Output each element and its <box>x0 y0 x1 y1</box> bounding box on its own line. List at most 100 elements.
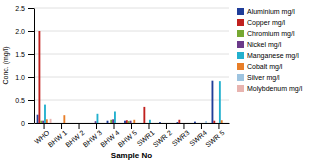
legend-label: Manganese mg/l <box>247 52 299 60</box>
bar <box>182 123 184 124</box>
bar <box>44 105 46 123</box>
legend-swatch <box>237 74 244 81</box>
bar <box>153 123 155 124</box>
bar <box>170 123 172 124</box>
bar <box>38 31 40 123</box>
bar <box>130 121 132 123</box>
legend-item: Chromium mg/l <box>237 30 295 38</box>
bar <box>219 81 221 123</box>
bar <box>212 81 214 123</box>
bar <box>198 123 200 124</box>
bar <box>166 123 168 124</box>
bar <box>48 123 50 124</box>
bar-series <box>40 120 129 123</box>
bar <box>143 107 145 123</box>
x-tick-mark <box>201 123 202 129</box>
bar <box>168 123 170 124</box>
bar <box>54 123 56 124</box>
bar <box>118 123 120 124</box>
legend-item: Molybdenum mg/l <box>237 85 303 93</box>
legend-label: Aluminium mg/l <box>247 8 295 16</box>
legend-item: Cobalt mg/l <box>237 63 283 71</box>
x-tick: SWR 2 <box>152 123 174 148</box>
y-tick-mark <box>28 77 34 78</box>
bar <box>225 123 227 124</box>
x-tick-mark <box>96 123 97 129</box>
legend-label: Chromium mg/l <box>247 30 295 38</box>
bar-series <box>44 81 221 123</box>
bar <box>100 123 102 124</box>
y-tick-mark <box>28 8 34 9</box>
bar <box>200 123 202 124</box>
bar <box>108 123 110 124</box>
y-tick: 2.0 <box>15 28 34 35</box>
legend-item: Nickel mg/l <box>237 41 282 49</box>
bar <box>186 123 188 124</box>
x-tick-mark <box>166 123 167 129</box>
bar <box>37 115 39 123</box>
grid <box>34 8 229 123</box>
legend: Aluminium mg/l Copper mg/l Chromium mg/l Ni… <box>237 8 303 93</box>
y-tick-label: 0.5 <box>15 97 25 104</box>
grid-line <box>34 100 229 101</box>
y-axis-title: Conc. (mg/l) <box>2 46 10 84</box>
x-tick: SWR3 <box>171 123 191 147</box>
bar <box>112 119 114 123</box>
bar <box>58 123 60 124</box>
bar <box>149 120 151 123</box>
bar <box>147 123 149 124</box>
bar <box>60 123 62 124</box>
x-tick-mark <box>148 123 149 129</box>
bar <box>196 123 198 124</box>
bar <box>93 123 95 124</box>
grid-line <box>34 31 229 32</box>
y-tick: 1.0 <box>15 74 34 81</box>
grid-line <box>34 54 229 55</box>
bar <box>89 123 91 124</box>
bar <box>177 122 179 123</box>
grid-line <box>34 77 229 78</box>
legend-swatch <box>237 8 244 15</box>
x-axis-title: Sample No <box>111 151 152 160</box>
bar <box>194 122 196 123</box>
legend-item: Aluminium mg/l <box>237 8 295 16</box>
chart: 00.51.01.52.02.5WHOBHW 1BHW 2BHW 3BHW 4B… <box>0 0 313 161</box>
bars <box>37 31 223 123</box>
bar-series <box>205 121 207 123</box>
y-tick: 0.5 <box>15 97 34 104</box>
y-tick-mark <box>28 31 34 32</box>
bar <box>81 123 83 124</box>
y-axis-line <box>34 9 35 124</box>
plot: 00.51.01.52.02.5WHOBHW 1BHW 2BHW 3BHW 4B… <box>15 5 229 149</box>
legend-swatch <box>237 63 244 70</box>
bar <box>163 123 165 124</box>
legend-label: Silver mg/l <box>247 74 280 82</box>
bar <box>85 123 87 124</box>
legend-swatch <box>237 19 244 26</box>
bar <box>62 123 64 124</box>
x-tick-mark <box>183 123 184 129</box>
legend-label: Copper mg/l <box>247 19 286 27</box>
bar <box>161 123 163 124</box>
bar <box>201 123 203 124</box>
bar <box>102 123 104 124</box>
y-tick: 1.5 <box>15 51 34 58</box>
y-tick-label: 1.5 <box>15 51 25 58</box>
y-tick: 0 <box>21 120 34 127</box>
bar <box>107 121 109 123</box>
bar <box>40 121 42 123</box>
bar <box>184 123 186 124</box>
bar <box>50 119 52 123</box>
x-tick-label: SWR 2 <box>152 129 174 149</box>
bar <box>207 123 209 124</box>
bar <box>98 123 100 124</box>
bar <box>124 121 126 123</box>
bar <box>145 123 147 124</box>
x-tick-mark <box>44 123 45 129</box>
bar <box>91 123 93 124</box>
legend-label: Nickel mg/l <box>247 41 282 49</box>
bar <box>172 123 174 124</box>
bar <box>56 123 58 124</box>
bar <box>110 120 112 123</box>
bar <box>203 123 205 124</box>
